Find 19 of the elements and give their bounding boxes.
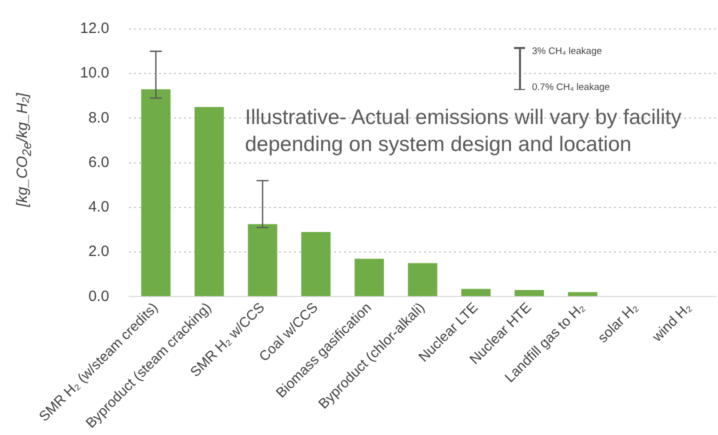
y-tick-label: 2.0 xyxy=(88,243,110,260)
y-tick-label: 12.0 xyxy=(80,20,110,38)
annotation: Illustrative- Actual emissions will vary by facility depending on system design and location xyxy=(245,105,682,158)
bar xyxy=(408,263,438,296)
y-tick-label: 4.0 xyxy=(88,198,110,216)
annotation: 3% CH₄ leakage xyxy=(532,46,602,57)
y-tick-label: 6.0 xyxy=(88,154,110,171)
y-tick-label: 10.0 xyxy=(80,64,110,82)
bar xyxy=(194,107,224,296)
bar xyxy=(354,258,384,296)
bar xyxy=(248,224,278,296)
bar xyxy=(568,292,598,296)
annotation: 0.7% CH₄ leakage xyxy=(532,82,610,93)
y-tick-label: 8.0 xyxy=(88,109,110,126)
bar xyxy=(514,290,544,296)
bar xyxy=(461,288,491,296)
bar xyxy=(141,89,171,296)
bar xyxy=(301,232,331,296)
y-tick-label: 0.0 xyxy=(88,288,110,305)
